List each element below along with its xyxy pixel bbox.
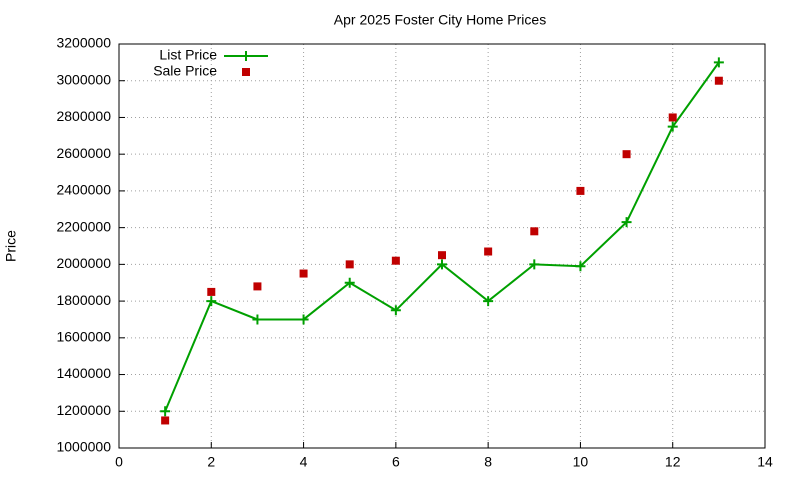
legend-marker (242, 68, 250, 76)
y-tick-label: 1600000 (56, 329, 111, 345)
y-tick-label: 1800000 (56, 292, 111, 308)
point (713, 57, 724, 68)
point (714, 76, 723, 85)
point (391, 256, 400, 265)
point (207, 287, 216, 296)
y-axis-label: Price (3, 230, 19, 262)
chart-title: Apr 2025 Foster City Home Prices (334, 12, 546, 28)
point (160, 406, 171, 417)
point (345, 260, 354, 269)
plot-frame (118, 43, 766, 449)
point (622, 150, 631, 159)
y-tick-label: 1400000 (56, 365, 111, 381)
y-tick-label: 3000000 (56, 71, 111, 87)
series-line (164, 61, 720, 412)
point (667, 121, 678, 132)
point (668, 113, 677, 122)
point (529, 259, 540, 270)
y-tick-label: 2600000 (56, 145, 111, 161)
y-tick-label: 2000000 (56, 255, 111, 271)
x-tick-label: 12 (665, 454, 681, 470)
point (483, 296, 494, 307)
point (390, 305, 401, 316)
y-tick-label: 2200000 (56, 218, 111, 234)
point (252, 314, 263, 325)
point (161, 416, 170, 425)
point (438, 251, 446, 260)
y-tick-label: 2400000 (56, 182, 111, 198)
legend-label: List Price (159, 47, 217, 63)
point (575, 261, 586, 272)
y-tick-label: 1000000 (56, 439, 111, 455)
x-tick-label: 14 (757, 454, 773, 470)
point (206, 296, 217, 307)
point (576, 186, 585, 195)
legend-marker (241, 51, 251, 61)
x-tick-label: 6 (392, 454, 400, 470)
x-tick-label: 8 (484, 454, 492, 470)
y-tick-label: 2800000 (56, 108, 111, 124)
point (437, 259, 447, 270)
legend-label: Sale Price (153, 63, 217, 79)
x-tick-label: 0 (115, 454, 123, 470)
point (621, 217, 632, 228)
point (530, 227, 539, 236)
y-tick-label: 1200000 (56, 402, 111, 418)
point (299, 269, 308, 278)
x-tick-label: 10 (573, 454, 589, 470)
x-tick-label: 4 (300, 454, 308, 470)
point (298, 314, 309, 325)
y-tick-label: 3200000 (56, 35, 111, 51)
point (484, 247, 493, 256)
x-tick-label: 2 (207, 454, 215, 470)
point (344, 277, 355, 288)
point (253, 282, 262, 291)
